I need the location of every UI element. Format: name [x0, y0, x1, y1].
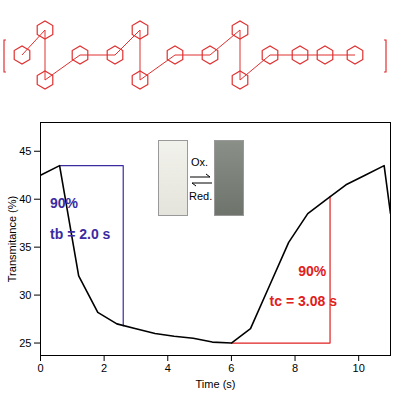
svg-text:Transmitance (%): Transmitance (%) — [6, 196, 18, 282]
svg-text:0: 0 — [37, 362, 43, 374]
svg-text:Time (s): Time (s) — [196, 378, 236, 390]
svg-text:4: 4 — [165, 362, 171, 374]
html-text:Ox.: Ox. — [191, 156, 209, 168]
svg-text:30: 30 — [19, 289, 31, 301]
svg-text:tb = 2.0 s: tb = 2.0 s — [50, 226, 111, 242]
svg-text:tc = 3.08 s: tc = 3.08 s — [270, 293, 338, 309]
svg-text:45: 45 — [19, 145, 31, 157]
svg-text:35: 35 — [19, 241, 31, 253]
svg-text:90%: 90% — [298, 263, 327, 279]
svg-text:25: 25 — [19, 337, 31, 349]
svg-text:6: 6 — [228, 362, 234, 374]
svg-text:40: 40 — [19, 193, 31, 205]
svg-text:2: 2 — [101, 362, 107, 374]
svg-text:8: 8 — [292, 362, 298, 374]
svg-text:10: 10 — [353, 362, 365, 374]
html-text:Red.: Red. — [189, 190, 213, 202]
svg-text:90%: 90% — [50, 195, 79, 211]
